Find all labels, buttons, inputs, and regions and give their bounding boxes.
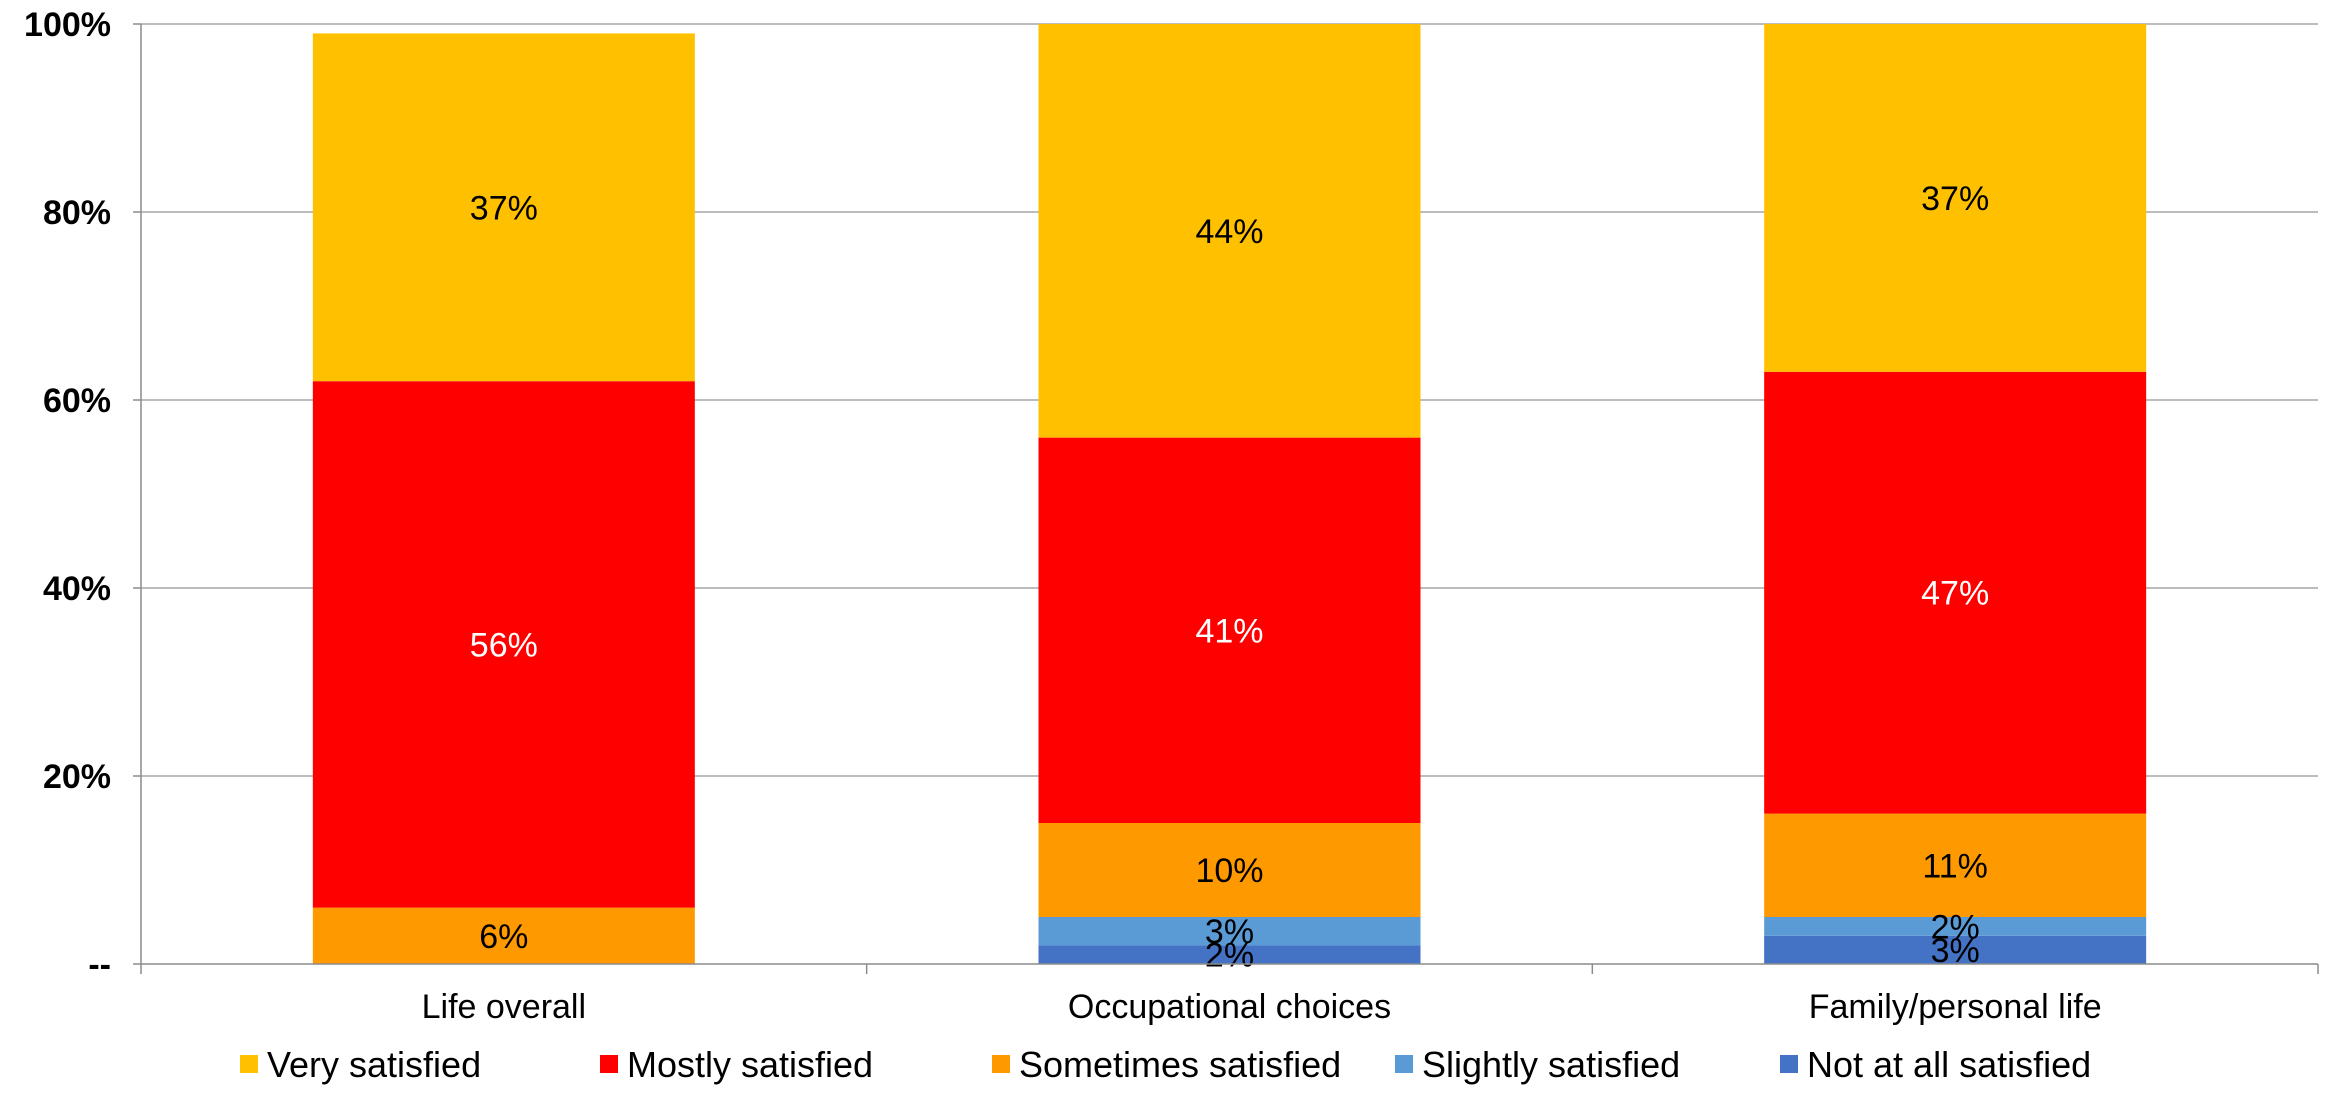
ytick-label-40: 40%	[43, 570, 111, 608]
bar-family-personal-life-mostly-satisfied	[1764, 371, 2147, 814]
data-label-occupational-choices-sometimes-satisfied: 10%	[1195, 852, 1263, 890]
data-label-family-personal-life-very-satisfied: 37%	[1921, 180, 1989, 218]
ytick-label-100: 100%	[24, 6, 111, 44]
bar-family-personal-life-sometimes-satisfied	[1764, 813, 2147, 917]
data-label-occupational-choices-very-satisfied: 44%	[1195, 213, 1263, 251]
legend-label-slightly-satisfied: Slightly satisfied	[1422, 1044, 1680, 1085]
legend: Very satisfied Mostly satisfied Sometimes …	[240, 1044, 2091, 1085]
ytick-label-20: 20%	[43, 758, 111, 796]
bar-life-overall-sometimes-satisfied	[312, 907, 695, 964]
legend-swatch-sometimes-satisfied	[992, 1055, 1010, 1073]
category-label-family-personal-life: Family/personal life	[1809, 988, 2102, 1026]
category-label-life-overall: Life overall	[422, 988, 586, 1026]
bar-occupational-choices-slightly-satisfied	[1038, 917, 1421, 946]
data-label-family-personal-life-mostly-satisfied: 47%	[1921, 575, 1989, 613]
data-label-occupational-choices-mostly-satisfied: 41%	[1195, 612, 1263, 650]
ytick-label-60: 60%	[43, 382, 111, 420]
data-label-life-overall-very-satisfied: 37%	[470, 189, 538, 227]
legend-label-very-satisfied: Very satisfied	[267, 1044, 481, 1085]
bar-family-personal-life-not-at-all-satisfied	[1764, 935, 2147, 964]
data-label-occupational-choices-slightly-satisfied: 3%	[1205, 913, 1254, 951]
bar-occupational-choices-mostly-satisfied	[1038, 437, 1421, 823]
legend-label-not-at-all-satisfied: Not at all satisfied	[1807, 1044, 2091, 1085]
bar-life-overall-very-satisfied	[312, 33, 695, 382]
data-label-life-overall-mostly-satisfied: 56%	[470, 626, 538, 664]
bar-occupational-choices-very-satisfied	[1038, 24, 1421, 438]
ytick-label-80: 80%	[43, 194, 111, 232]
bar-life-overall-mostly-satisfied	[312, 381, 695, 908]
bar-occupational-choices-sometimes-satisfied	[1038, 823, 1421, 917]
bar-occupational-choices-not-at-all-satisfied	[1038, 945, 1421, 964]
bars	[312, 24, 2147, 964]
legend-label-mostly-satisfied: Mostly satisfied	[627, 1044, 873, 1085]
data-label-life-overall-sometimes-satisfied: 6%	[479, 918, 528, 956]
axes: -- 20% 40% 60% 80% 100% Life overall Occupation…	[24, 6, 2319, 1026]
bar-family-personal-life-slightly-satisfied	[1764, 917, 2147, 936]
legend-swatch-slightly-satisfied	[1395, 1055, 1413, 1073]
category-label-occupational-choices: Occupational choices	[1068, 988, 1391, 1026]
legend-label-sometimes-satisfied: Sometimes satisfied	[1019, 1044, 1341, 1085]
data-label-occupational-choices-not-at-all-satisfied: 2%	[1205, 937, 1254, 975]
legend-swatch-very-satisfied	[240, 1055, 258, 1073]
bar-family-personal-life-very-satisfied	[1764, 24, 2147, 372]
data-label-family-personal-life-sometimes-satisfied: 11%	[1922, 847, 1988, 885]
data-label-family-personal-life-slightly-satisfied: 2%	[1931, 908, 1980, 946]
legend-swatch-mostly-satisfied	[600, 1055, 618, 1073]
ytick-label-0: --	[88, 946, 111, 984]
legend-swatch-not-at-all-satisfied	[1780, 1055, 1798, 1073]
